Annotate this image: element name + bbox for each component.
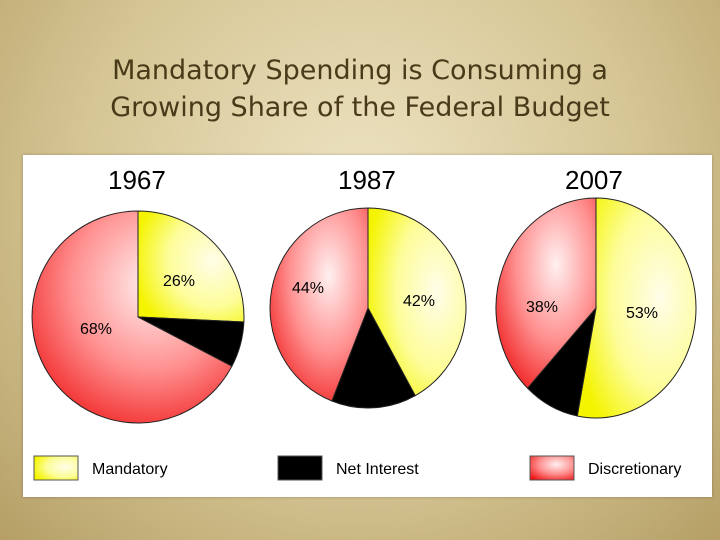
pie-1967-slice-mandatory — [137, 210, 245, 323]
pie-1987-data-label-mandatory: 42% — [403, 293, 435, 310]
slide-title: Mandatory Spending is Consuming a Growin… — [0, 52, 720, 126]
pie-2007-year-label: 2007 — [565, 165, 623, 195]
pie-2007-slice-discretionary — [495, 197, 597, 389]
pie-1967-data-label-net-interest: 7% — [203, 326, 226, 343]
chart-panel: 1967 26% 7% 68% 1987 42% 14% 44% 2007 53% 9% 38% Man… — [23, 155, 712, 497]
pie-1987-slice-net-interest — [331, 306, 416, 409]
legend-swatch-mandatory — [33, 455, 79, 481]
legend-label-net-interest: Net Interest — [336, 461, 419, 478]
pie-2007-slice-mandatory — [576, 197, 697, 419]
legend-swatch-net-interest — [277, 455, 323, 481]
legend-label-discretionary: Discretionary — [588, 461, 681, 478]
pie-1967-data-label-discretionary: 68% — [80, 321, 112, 338]
pie-1987-year-label: 1987 — [338, 165, 396, 195]
pie-1967-data-label-mandatory: 26% — [163, 273, 195, 290]
pie-1967-year-label: 1967 — [108, 165, 166, 195]
pie-1967-slice-discretionary — [31, 210, 233, 424]
slide-title-line-2: Growing Share of the Federal Budget — [110, 92, 610, 123]
pie-1987-slice-discretionary — [269, 207, 369, 402]
pie-charts: 1967 26% 7% 68% 1987 42% 14% 44% 2007 53% 9% 38% Man… — [31, 165, 697, 481]
legend-label-mandatory: Mandatory — [92, 461, 168, 478]
slide-title-line-1: Mandatory Spending is Consuming a — [112, 55, 608, 86]
pie-2007-data-label-mandatory: 53% — [626, 305, 658, 322]
pie-1987-data-label-net-interest: 14% — [346, 382, 378, 399]
legend-swatch-discretionary — [529, 455, 575, 481]
pie-2007-data-label-net-interest: 9% — [548, 375, 571, 392]
pie-1987-data-label-discretionary: 44% — [292, 280, 324, 297]
pie-1987-slice-mandatory — [367, 207, 467, 397]
pie-2007-data-label-discretionary: 38% — [526, 299, 558, 316]
